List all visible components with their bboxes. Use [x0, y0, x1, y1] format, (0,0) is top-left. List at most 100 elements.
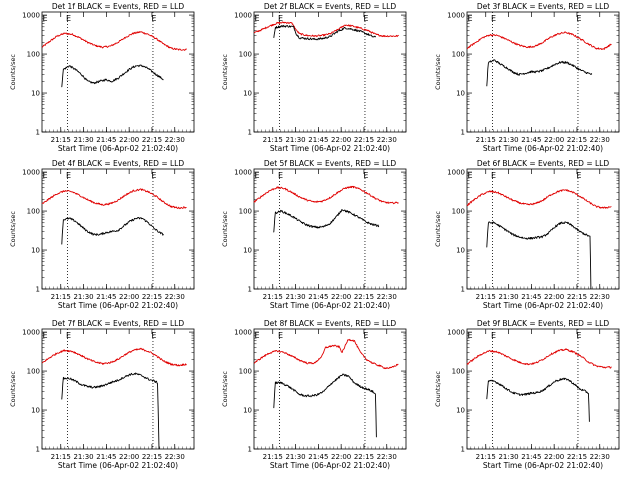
x-tick-label: 21:45	[521, 453, 541, 461]
x-tick-label: 22:00	[119, 136, 139, 144]
x-tick-label: 22:15	[354, 293, 374, 301]
x-tick-label: 21:30	[73, 293, 93, 301]
panel-title: Det 2f BLACK = Events, RED = LLD	[264, 2, 397, 11]
y-axis-title: Counts/sec	[221, 371, 229, 407]
y-tick-label: 1000	[447, 169, 465, 177]
lld-series-line	[41, 347, 187, 367]
panel-title: Det 3f BLACK = Events, RED = LLD	[477, 2, 610, 11]
y-tick-label: 10	[243, 407, 252, 415]
x-tick-label: 22:00	[544, 453, 564, 461]
events-series-line	[486, 221, 592, 290]
x-tick-label: 22:15	[354, 136, 374, 144]
x-tick-label: 22:30	[165, 136, 185, 144]
events-series-line	[273, 373, 377, 438]
plot-frame	[41, 11, 195, 133]
y-axis-title: Counts/sec	[9, 211, 17, 247]
panel-det-3: Det 3f BLACK = Events, RED = LLD 1 10 100 10…	[434, 2, 620, 153]
plot-frame	[41, 168, 195, 290]
x-tick-label: 22:00	[331, 136, 351, 144]
events-series-line	[61, 64, 164, 88]
x-tick-label: 21:30	[285, 136, 305, 144]
y-tick-label: 100	[452, 51, 465, 59]
left-edge-e-label: E	[254, 331, 259, 340]
x-axis-title: Start Time (06-Apr-02 21:02:40)	[270, 301, 390, 310]
x-tick-label: 22:30	[377, 293, 397, 301]
x-tick-label: 22:15	[142, 293, 162, 301]
time-marker-label: E	[363, 331, 368, 340]
y-axis-title: Counts/sec	[434, 211, 442, 247]
x-tick-label: 21:30	[73, 453, 93, 461]
panel-det-7: Det 7f BLACK = Events, RED = LLD 1 10 100 10…	[9, 319, 195, 470]
y-tick-label: 100	[452, 208, 465, 216]
y-tick-label: 100	[239, 368, 252, 376]
x-axis-title: Start Time (06-Apr-02 21:02:40)	[58, 144, 178, 153]
time-marker-label: E	[66, 14, 71, 23]
x-tick-label: 22:00	[331, 453, 351, 461]
panel-det-2: Det 2f BLACK = Events, RED = LLD 1 10 100 10…	[221, 2, 407, 153]
y-tick-label: 1	[36, 286, 40, 294]
y-tick-label: 10	[31, 407, 40, 415]
y-axis-title: Counts/sec	[434, 371, 442, 407]
x-axis-title: Start Time (06-Apr-02 21:02:40)	[58, 461, 178, 470]
y-tick-label: 1	[461, 286, 465, 294]
x-axis-title: Start Time (06-Apr-02 21:02:40)	[270, 461, 390, 470]
lld-series-line	[41, 31, 187, 51]
x-tick-label: 22:30	[377, 453, 397, 461]
y-tick-label: 100	[239, 208, 252, 216]
lld-series-line	[467, 31, 612, 50]
x-tick-label: 21:30	[498, 293, 518, 301]
lld-series-line	[466, 348, 612, 369]
x-axis-title: Start Time (06-Apr-02 21:02:40)	[483, 461, 603, 470]
y-tick-label: 10	[456, 247, 465, 255]
panel-title: Det 9f BLACK = Events, RED = LLD	[477, 319, 610, 328]
x-tick-label: 21:15	[476, 453, 496, 461]
x-tick-label: 21:15	[263, 293, 283, 301]
x-tick-label: 22:15	[354, 453, 374, 461]
x-tick-label: 22:00	[331, 293, 351, 301]
panel-title: Det 6f BLACK = Events, RED = LLD	[477, 159, 610, 168]
lld-series-line	[253, 21, 399, 38]
left-edge-e-label: E	[42, 171, 47, 180]
y-axis-title: Counts/sec	[434, 54, 442, 90]
time-marker-label: E	[151, 331, 156, 340]
panel-det-4: Det 4f BLACK = Events, RED = LLD 1 10 100 10…	[9, 159, 195, 310]
panel-title: Det 1f BLACK = Events, RED = LLD	[52, 2, 185, 11]
panel-det-9: Det 9f BLACK = Events, RED = LLD 1 10 100 10…	[434, 319, 620, 470]
plot-frame	[466, 11, 620, 133]
y-tick-label: 10	[243, 247, 252, 255]
y-tick-label: 1000	[234, 169, 252, 177]
left-edge-e-label: E	[254, 171, 259, 180]
x-tick-label: 21:15	[51, 293, 71, 301]
plot-frame	[466, 168, 620, 290]
events-series-line	[486, 59, 593, 87]
y-axis-title: Counts/sec	[221, 211, 229, 247]
y-tick-label: 10	[456, 90, 465, 98]
x-tick-label: 22:15	[567, 453, 587, 461]
left-edge-e-label: E	[467, 171, 472, 180]
time-marker-label: E	[151, 14, 156, 23]
y-tick-label: 10	[243, 90, 252, 98]
x-tick-label: 21:45	[96, 453, 116, 461]
left-edge-e-label: E	[467, 14, 472, 23]
x-tick-label: 22:00	[119, 453, 139, 461]
x-axis-title: Start Time (06-Apr-02 21:02:40)	[270, 144, 390, 153]
x-tick-label: 21:45	[521, 136, 541, 144]
x-tick-label: 22:00	[544, 293, 564, 301]
y-axis-title: Counts/sec	[9, 371, 17, 407]
events-series-line	[273, 208, 380, 233]
time-marker-label: E	[491, 331, 496, 340]
y-tick-label: 100	[27, 51, 40, 59]
x-axis-title: Start Time (06-Apr-02 21:02:40)	[483, 301, 603, 310]
left-edge-e-label: E	[254, 14, 259, 23]
y-tick-label: 1000	[22, 12, 40, 20]
x-tick-label: 21:45	[96, 136, 116, 144]
y-tick-label: 100	[27, 208, 40, 216]
x-tick-label: 21:45	[308, 293, 328, 301]
panel-title: Det 4f BLACK = Events, RED = LLD	[52, 159, 185, 168]
y-tick-label: 1	[461, 446, 465, 454]
y-tick-label: 1000	[22, 169, 40, 177]
events-series-line	[61, 372, 160, 450]
left-edge-e-label: E	[42, 331, 47, 340]
y-tick-label: 1000	[447, 329, 465, 337]
time-marker-label: E	[491, 14, 496, 23]
